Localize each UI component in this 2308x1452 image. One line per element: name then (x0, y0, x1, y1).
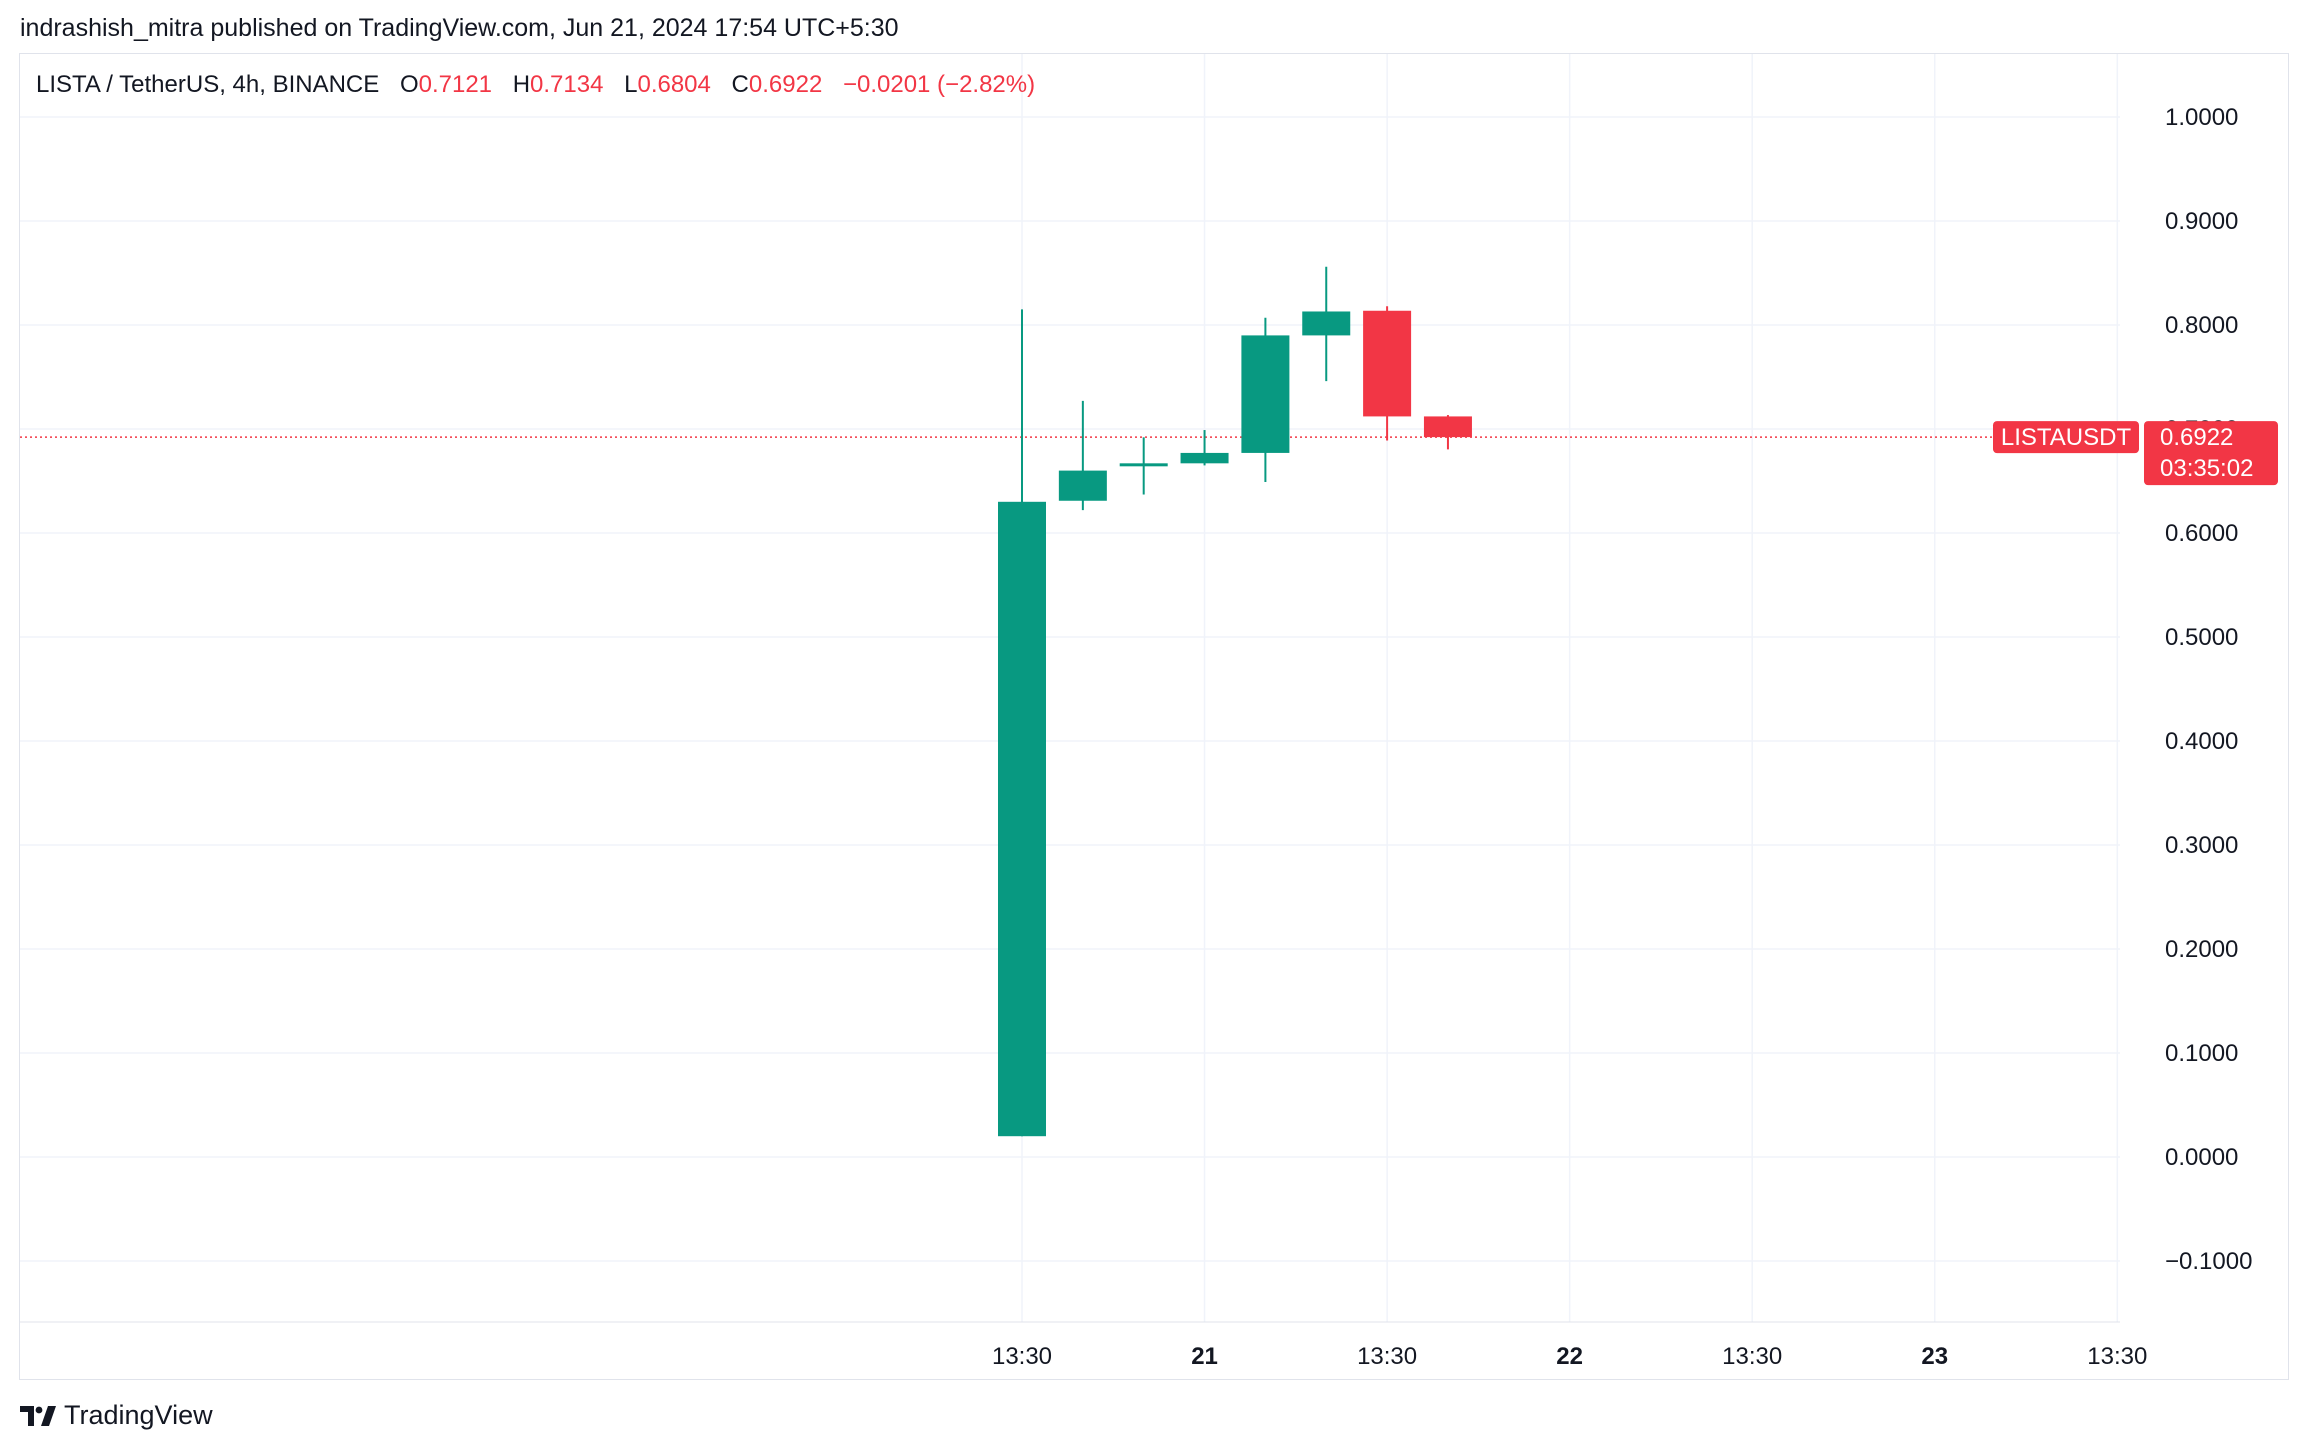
x-tick-label: 13:30 (992, 1343, 1052, 1370)
tradingview-logo-icon (20, 1405, 56, 1426)
footer-brand: TradingView (64, 1400, 213, 1430)
open-value: 0.7121 (418, 71, 493, 98)
price-tag-countdown: 03:35:02 (2160, 455, 2253, 482)
candle-body[interactable] (1302, 311, 1351, 336)
high-label: H (512, 71, 531, 98)
candle-body[interactable] (1423, 416, 1472, 438)
chart-frame (19, 53, 2289, 1380)
symbol-title: LISTA / TetherUS, 4h, BINANCE (36, 71, 380, 98)
x-tick-label: 22 (1556, 1343, 1583, 1370)
y-tick-label: 0.0000 (2165, 1144, 2238, 1171)
ohlc-legend: LISTA / TetherUS, 4h, BINANCE O0.7121 H0… (36, 71, 1035, 99)
x-tick-label: 21 (1191, 1343, 1218, 1370)
tradingview-footer[interactable]: TradingView (20, 1400, 213, 1431)
low-label: L (624, 71, 638, 98)
y-tick-label: 0.5000 (2165, 624, 2238, 651)
y-tick-label: 0.4000 (2165, 728, 2238, 755)
candle-body[interactable] (1363, 310, 1412, 417)
y-tick-label: 0.3000 (2165, 832, 2238, 859)
y-tick-label: 0.6000 (2165, 520, 2238, 547)
y-tick-label: 0.8000 (2165, 312, 2238, 339)
x-tick-label: 13:30 (2087, 1343, 2147, 1370)
candle-body[interactable] (1180, 452, 1229, 464)
close-value: 0.6922 (748, 71, 823, 98)
price-tag-box (2144, 421, 2278, 486)
low-value: 0.6804 (637, 71, 711, 98)
y-tick-label: 0.2000 (2165, 936, 2238, 963)
published-by-text: indrashish_mitra published on TradingVie… (20, 14, 899, 42)
change-value: −0.0201 (−2.82%) (842, 71, 1036, 98)
y-tick-label: 0.9000 (2165, 208, 2238, 235)
open-label: O (399, 71, 419, 98)
candle-body[interactable] (1241, 335, 1290, 453)
x-tick-label: 23 (1921, 1343, 1948, 1370)
price-tag-value: 0.6922 (2160, 424, 2233, 451)
candle-body[interactable] (1119, 463, 1168, 467)
symbol-tag-label: LISTAUSDT (2001, 424, 2132, 451)
y-tick-label: 1.0000 (2165, 104, 2238, 131)
y-tick-label: −0.1000 (2165, 1248, 2252, 1275)
x-tick-label: 13:30 (1722, 1343, 1782, 1370)
x-tick-label: 13:30 (1357, 1343, 1417, 1370)
candle-body[interactable] (1058, 470, 1107, 501)
y-tick-label: 0.1000 (2165, 1040, 2238, 1067)
symbol-tag-box (1993, 421, 2139, 454)
close-label: C (731, 71, 749, 98)
high-value: 0.7134 (530, 71, 604, 98)
candle-body[interactable] (998, 501, 1046, 1137)
